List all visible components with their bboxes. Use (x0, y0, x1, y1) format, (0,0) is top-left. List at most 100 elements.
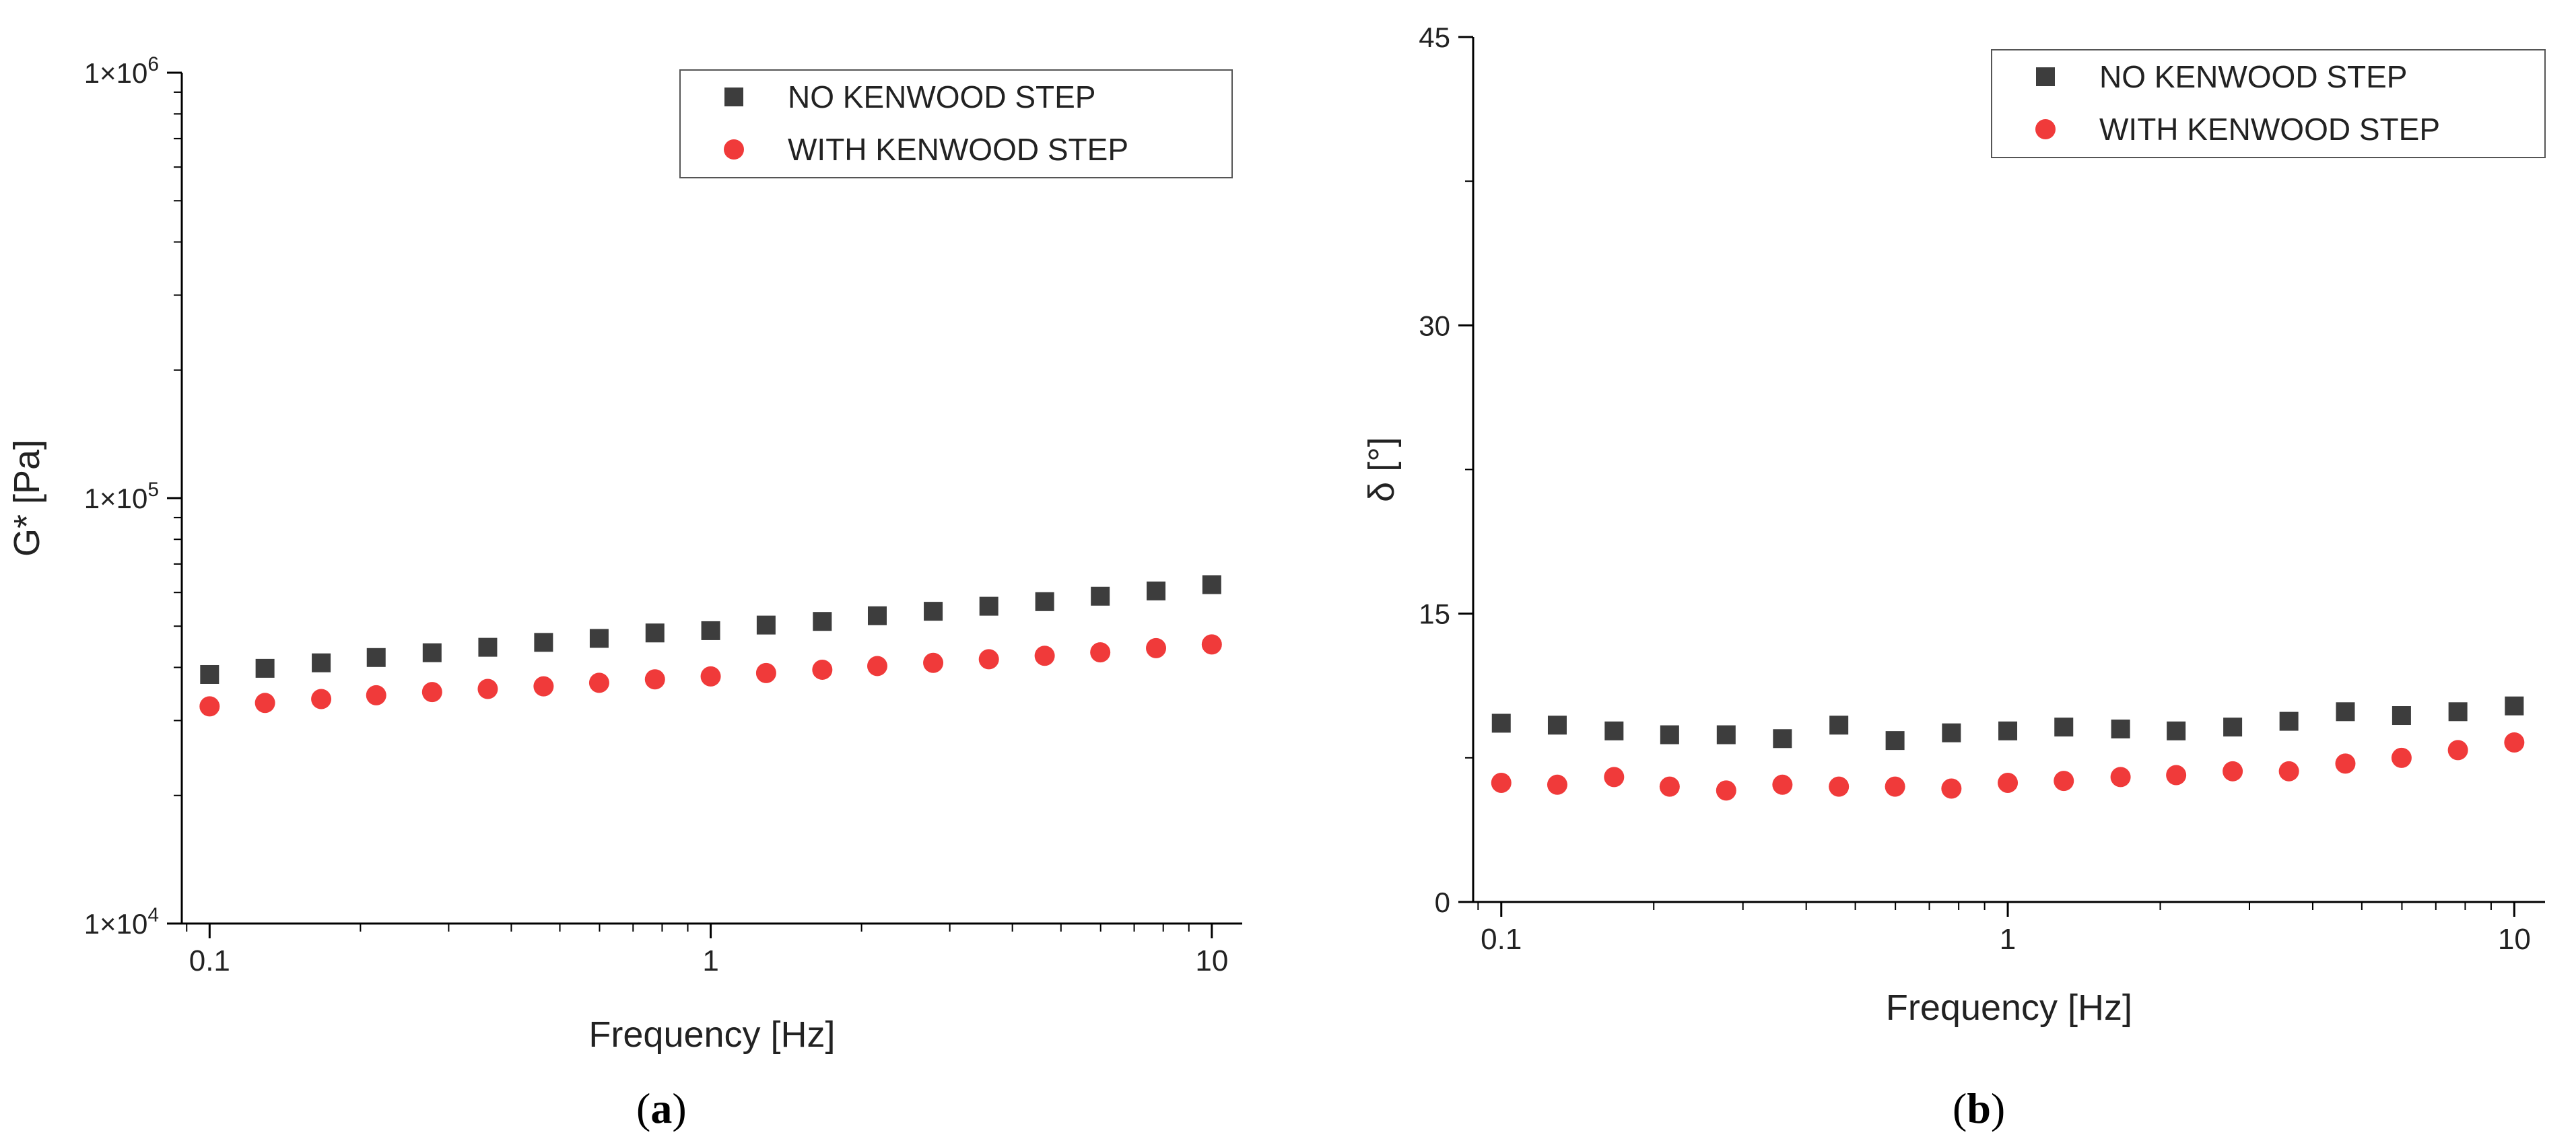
chart-a-series-1-point (979, 596, 998, 616)
chart-b-legend-entry: WITH KENWOOD STEP (2099, 112, 2440, 147)
chart-a-series-2-point (255, 693, 275, 714)
chart-b-x-tick-label: 0.1 (1481, 923, 1522, 956)
chart-b-x-label: Frequency [Hz] (1886, 987, 2132, 1028)
chart-b-y-tick-label: 15 (1419, 598, 1450, 630)
chart-a-series-1-point (534, 633, 553, 652)
chart-a-series-2-point (1201, 634, 1222, 655)
chart-a-series-1-point (1091, 586, 1110, 606)
chart-a-x-label: Frequency [Hz] (588, 1014, 835, 1055)
chart-b-y-label: δ [°] (1361, 437, 1402, 502)
chart-a-series-1-point (255, 658, 275, 678)
chart-b-series-1-point (2505, 696, 2524, 716)
chart-a-series-2-point (421, 682, 442, 703)
chart-b-series-1 (1491, 696, 2524, 751)
chart-b-series-1-point (1547, 716, 1567, 735)
chart-a-legend-box (679, 69, 1233, 178)
chart-b-series-1-point (1829, 716, 1849, 735)
chart-b-legend-circle-marker (2035, 119, 2056, 139)
chart-a-series-2-point (199, 696, 220, 717)
chart-a-y-tick-label: 1×106 (84, 53, 159, 89)
chart-a-series-2-point (923, 652, 944, 673)
panel-caption-a-letter: a (650, 1084, 673, 1132)
chart-b-series-2-point (1659, 776, 1680, 797)
chart-a-series-1-point (1035, 592, 1054, 611)
chart-b-series-2-point (2278, 761, 2299, 781)
chart-b-series-2-point (2110, 767, 2131, 788)
chart-b-series-1-point (1998, 721, 2018, 740)
chart-a-y-tick-base: 1×10 (84, 483, 148, 514)
chart-a-series-2-point (644, 669, 665, 690)
chart-a-series-2-point (1146, 637, 1167, 658)
chart-b-series-1-point (2111, 720, 2130, 738)
chart-a-y-label: G* [Pa] (7, 440, 47, 557)
chart-b-series-1-point (2448, 702, 2468, 722)
chart-a-legend-square-marker (724, 88, 743, 106)
chart-a-y-tick-exponent: 5 (147, 479, 159, 501)
chart-a-series-2 (199, 634, 1222, 717)
chart-b-legend-square-marker (2036, 67, 2055, 86)
chart-a-series-2-point (1090, 642, 1111, 663)
chart-a-y-tick-base: 1×10 (84, 57, 148, 89)
chart-b-series-1-point (1491, 714, 1511, 733)
chart-a-x-tick-label: 0.1 (189, 944, 230, 977)
chart-b-legend: NO KENWOOD STEP WITH KENWOOD STEP (1991, 49, 2546, 158)
chart-b-series-2-point (2447, 740, 2468, 761)
chart-b-series-2-point (1772, 774, 1793, 795)
chart-b-series-1-point (1660, 725, 1679, 744)
chart-b-series-1-point (2392, 706, 2411, 726)
chart-b-series-2-point (1829, 776, 1850, 797)
chart-a-legend: NO KENWOOD STEP WITH KENWOOD STEP (679, 69, 1233, 178)
chart-b-series-1-point (2336, 702, 2355, 722)
chart-a-series-1-point (1147, 581, 1166, 600)
chart-b-x-tick-label: 1 (2000, 923, 2016, 956)
panel-caption-b-letter: b (1967, 1084, 1991, 1132)
chart-a-series-1-point (867, 606, 887, 625)
chart-a-series-1-point (366, 648, 386, 667)
chart-a-series-1-point (589, 629, 609, 648)
chart-b-series-2-point (2223, 761, 2243, 781)
chart-b-series-2-point (2391, 747, 2412, 768)
chart-b-y-tick-label: 30 (1419, 310, 1450, 341)
chart-a-series-1-point (422, 643, 442, 662)
chart-b-legend-box (1991, 49, 2546, 158)
chart-a-legend-entry: NO KENWOOD STEP (788, 79, 1095, 114)
chart-b-series-1-point (2054, 718, 2074, 737)
chart-a-legend-entry: WITH KENWOOD STEP (788, 132, 1128, 167)
panel-caption-a: (a) (636, 1084, 687, 1132)
chart-a-series-1-point (813, 612, 832, 631)
chart-b-series-1-point (2223, 718, 2243, 737)
chart-b-series-2-point (1491, 772, 1512, 793)
chart-b-series-1-point (2167, 721, 2186, 740)
chart-a-series-2-point (867, 656, 887, 676)
chart-b-series-1-point (1604, 721, 1624, 740)
chart-a-legend-circle-marker (724, 139, 744, 160)
chart-a-y-tick-label: 1×105 (84, 479, 159, 514)
chart-b-y-tick-label: 45 (1419, 22, 1450, 53)
chart-a-series-2-point (700, 666, 721, 687)
chart-a-series-2-point (477, 679, 498, 699)
chart-b-series-1-point (1885, 731, 1905, 751)
chart-b-series-1-point (1942, 723, 1961, 742)
chart-a-x-tick-label: 1 (702, 944, 718, 977)
chart-a-y-tick-base: 1×10 (84, 908, 148, 940)
chart-a-series-1-point (1202, 575, 1221, 594)
chart-b-series-1-point (1716, 725, 1736, 744)
chart-a-series-1 (200, 575, 1221, 684)
chart-a-series-2-point (755, 662, 776, 683)
chart-b-x-tick-label: 10 (2498, 923, 2531, 956)
chart-a-series-1-point (756, 615, 776, 635)
chart-b-series-2-point (1716, 780, 1736, 801)
chart-a-series-1-point (924, 602, 943, 621)
chart-a-series-2-point (978, 649, 999, 670)
chart-a-series-1-point (701, 621, 720, 640)
chart-b-series-2-point (2504, 732, 2525, 753)
panel-caption-b: (b) (1953, 1084, 2006, 1132)
chart-a-series-2-point (588, 672, 609, 693)
chart-a-x-tick-label: 10 (1195, 944, 1228, 977)
chart-b-series-2-point (1941, 778, 1962, 799)
chart-a-series-2-point (311, 689, 332, 709)
chart-b-y-tick-label: 0 (1435, 887, 1450, 918)
chart-a-series-1-point (200, 664, 219, 684)
